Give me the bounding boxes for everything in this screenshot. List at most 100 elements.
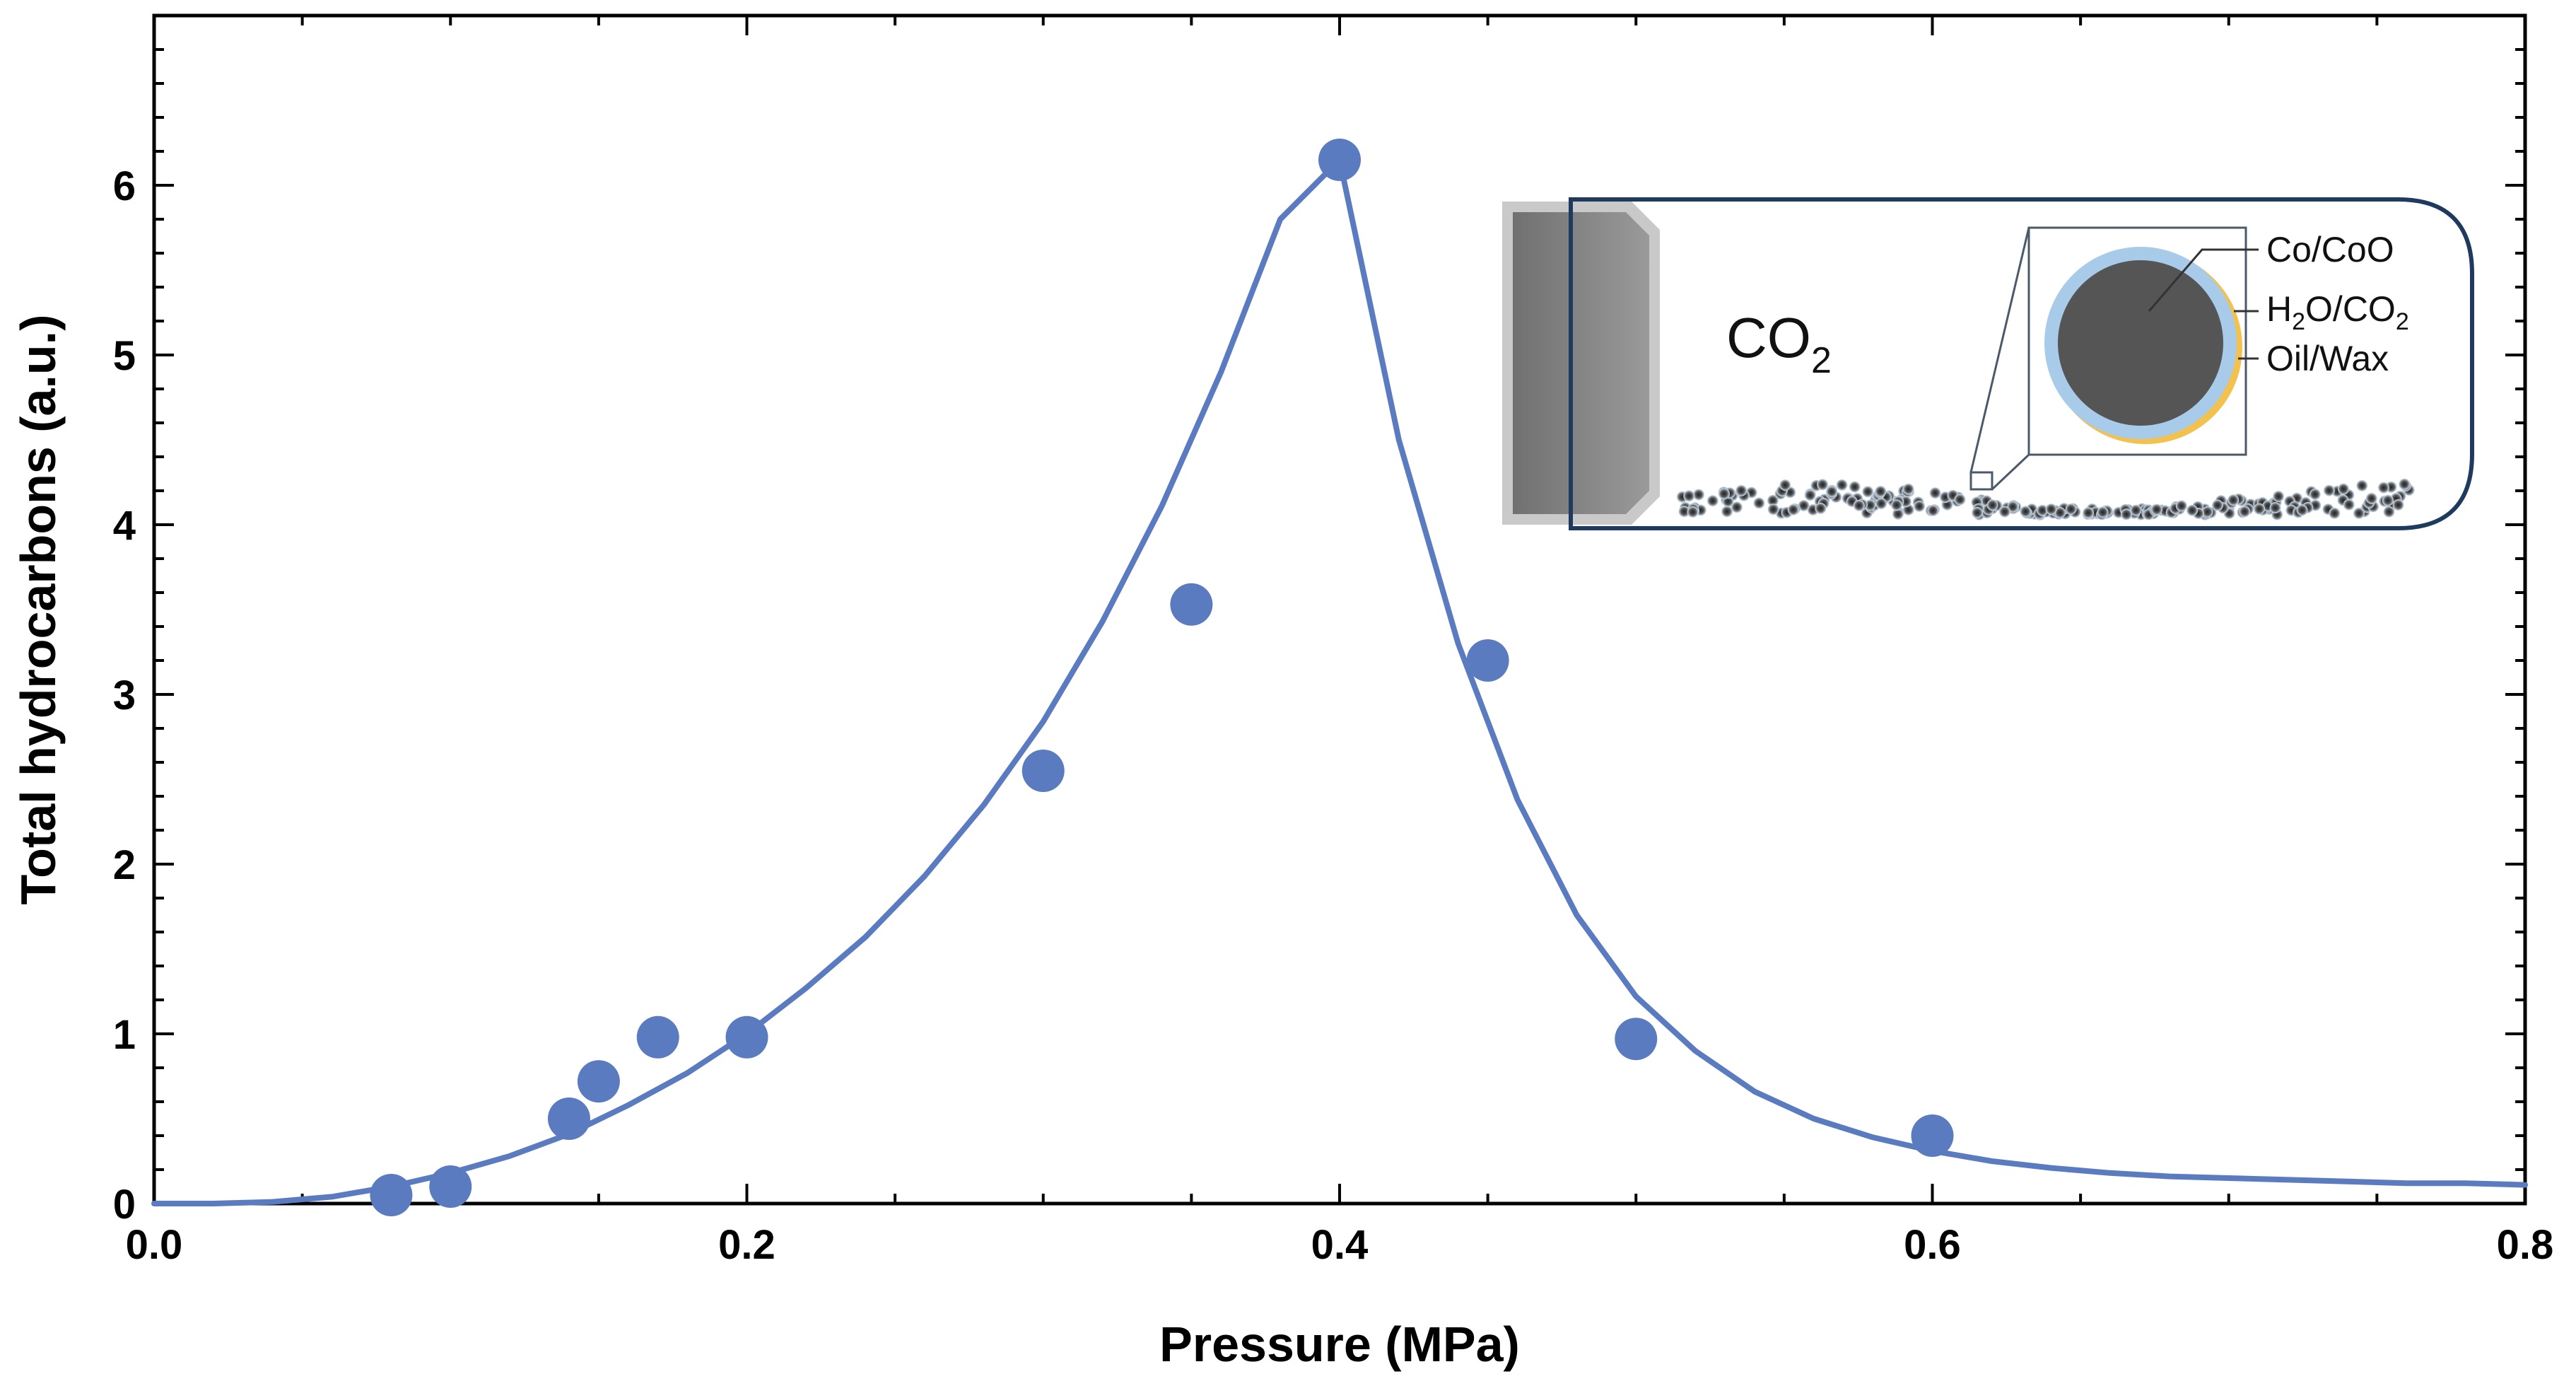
catalyst-particle: [2269, 502, 2281, 513]
catalyst-particle: [1798, 500, 1810, 511]
catalyst-particle: [2121, 508, 2132, 520]
label-co-coo: Co/CoO: [2266, 230, 2394, 269]
x-tick-label: 0.2: [718, 1222, 775, 1268]
data-point: [725, 1015, 768, 1059]
y-tick-label: 4: [113, 503, 136, 549]
label-oil-wax: Oil/Wax: [2266, 339, 2389, 378]
catalyst-particle: [1891, 499, 1902, 511]
catalyst-particle: [1875, 498, 1887, 510]
catalyst-particle: [1804, 489, 1816, 501]
catalyst-particle: [1954, 494, 1966, 506]
x-tick-label: 0.4: [1311, 1222, 1369, 1268]
catalyst-particle: [1815, 502, 1827, 514]
catalyst-particle: [1986, 499, 1998, 511]
y-tick-label: 2: [113, 842, 136, 888]
y-tick-label: 0: [113, 1182, 136, 1228]
catalyst-particle: [2323, 484, 2335, 496]
data-point: [1318, 139, 1361, 181]
catalyst-particle: [1693, 489, 1704, 501]
catalyst-particle: [2296, 504, 2308, 516]
catalyst-particle: [1862, 486, 1874, 498]
catalyst-particle: [2201, 506, 2213, 518]
catalyst-particle: [1683, 490, 1695, 502]
catalyst-particle: [2338, 483, 2349, 495]
catalyst-particle: [1779, 479, 1791, 491]
catalyst-particle: [2097, 506, 2109, 518]
catalyst-particle: [1687, 506, 1699, 518]
reactor-tube: [1569, 197, 2474, 530]
zoom-line-top: [1969, 227, 2030, 473]
catalyst-particle: [1892, 508, 1904, 520]
data-point: [370, 1174, 413, 1216]
y-tick-label: 5: [113, 333, 136, 379]
catalyst-particle: [2065, 503, 2077, 515]
catalyst-particle: [1826, 486, 1838, 498]
x-axis-title: Pressure (MPa): [1159, 1317, 1520, 1372]
catalyst-particle: [2353, 507, 2365, 519]
catalyst-particle: [1735, 484, 1747, 496]
catalyst-particle: [1902, 483, 1914, 495]
data-points: [370, 139, 1954, 1216]
catalyst-particle: [1849, 481, 1861, 493]
catalyst-particle: [2365, 492, 2377, 504]
reactor-plug-inner: [1513, 212, 1649, 514]
zoom-box-large: [2027, 226, 2247, 456]
y-tick-label: 1: [113, 1012, 136, 1058]
label-h2o-co2: H2O/CO2: [2266, 289, 2409, 335]
catalyst-particle: [1767, 503, 1779, 516]
catalyst-particle: [2020, 506, 2032, 518]
data-point: [1466, 639, 1509, 682]
catalyst-particle: [2037, 504, 2049, 516]
catalyst-particle: [1972, 507, 1984, 518]
data-point: [1021, 750, 1065, 792]
data-point: [577, 1060, 620, 1103]
catalyst-particle: [1706, 495, 1719, 507]
catalyst-particle: [2377, 482, 2389, 494]
catalyst-particle: [2130, 504, 2142, 516]
catalyst-particle: [2309, 489, 2321, 500]
catalyst-particle: [2212, 499, 2223, 511]
catalyst-particle: [1836, 479, 1848, 491]
catalyst-bed: [1676, 478, 2415, 520]
y-axis-title: Total hydrocarbons (a.u.): [11, 315, 66, 905]
catalyst-particle: [1787, 503, 1799, 516]
catalyst-particle: [1678, 506, 1690, 518]
catalyst-particle: [1914, 500, 1926, 512]
data-point: [1615, 1018, 1658, 1061]
catalyst-particle: [2045, 503, 2057, 516]
catalyst-particle: [1927, 505, 1939, 516]
x-tick-label: 0.0: [126, 1222, 183, 1268]
cobalt-core: [2058, 260, 2223, 426]
catalyst-particle: [1718, 488, 1730, 500]
data-point: [547, 1097, 590, 1140]
catalyst-particle: [1731, 501, 1743, 513]
x-tick-label: 0.8: [2497, 1222, 2554, 1268]
zoom-box-small: [1969, 471, 1994, 491]
x-tick-label: 0.6: [1904, 1222, 1961, 1268]
catalyst-particle: [2383, 506, 2395, 518]
catalyst-particle: [1721, 506, 1733, 518]
catalyst-particle: [1817, 479, 1829, 491]
catalyst-particle: [1753, 497, 1765, 509]
data-point: [636, 1015, 679, 1059]
catalyst-particle: [2239, 506, 2251, 518]
catalyst-particle: [2343, 499, 2355, 511]
data-point: [1911, 1114, 1954, 1157]
data-point: [1170, 583, 1213, 626]
catalyst-particle: [2227, 494, 2240, 506]
y-tick-label: 6: [113, 163, 136, 209]
gas-label: CO2: [1726, 306, 1832, 381]
axis-ticks: [153, 16, 2527, 1205]
catalyst-particle: [2254, 503, 2266, 515]
data-point: [429, 1165, 472, 1208]
catalyst-particle: [2329, 507, 2341, 519]
catalyst-particle: [1864, 499, 1876, 511]
plot-frame: [152, 13, 2527, 1206]
y-tick-label: 3: [113, 672, 136, 718]
catalyst-particle: [2175, 500, 2187, 512]
catalyst-particle: [2399, 478, 2411, 490]
catalyst-particle: [2273, 491, 2285, 502]
catalyst-particle: [1929, 487, 1941, 499]
catalyst-particle: [2054, 507, 2066, 518]
